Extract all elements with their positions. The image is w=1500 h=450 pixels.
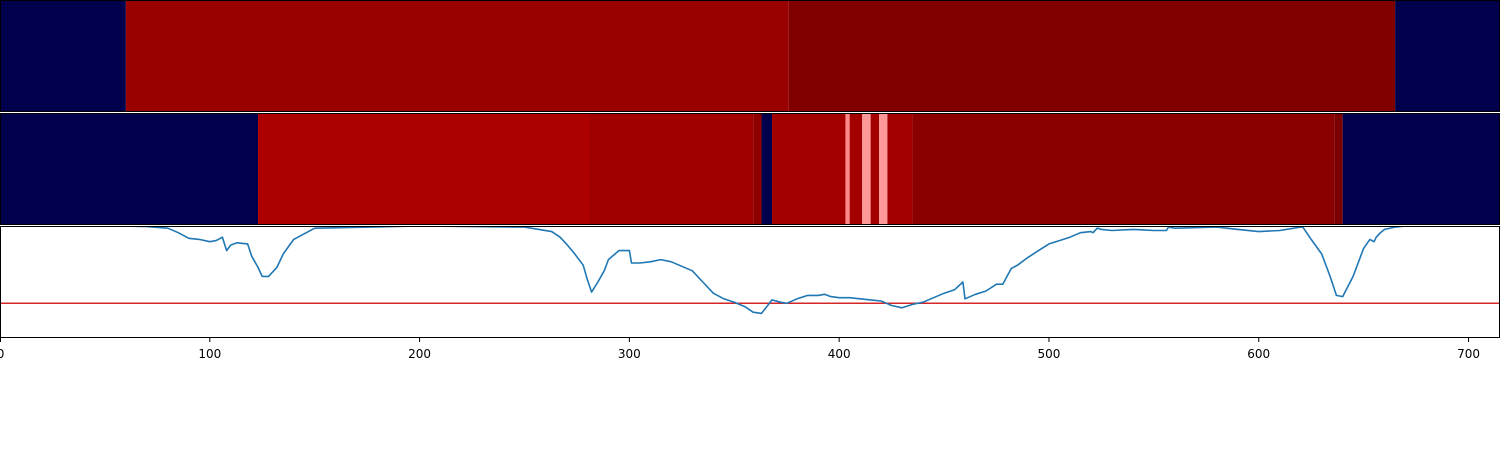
heatmap-segment-1-1 bbox=[126, 0, 789, 112]
heatmap-segment-2-7 bbox=[850, 113, 863, 225]
x-tick-label: 100 bbox=[198, 347, 221, 361]
heatmap-segment-1-3 bbox=[1395, 0, 1500, 112]
line-panel-frame bbox=[1, 227, 1500, 338]
heatmap-segment-2-1 bbox=[258, 113, 589, 225]
x-tick-label: 400 bbox=[828, 347, 851, 361]
heatmap-segment-2-5 bbox=[772, 113, 845, 225]
series-line-0 bbox=[0, 226, 1500, 313]
heatmap-segment-2-9 bbox=[871, 113, 879, 225]
line-panel bbox=[0, 226, 1500, 338]
heatmap-segment-2-11 bbox=[887, 113, 912, 225]
heatmap-segment-2-3 bbox=[753, 113, 761, 225]
heatmap-segment-2-8 bbox=[862, 113, 870, 225]
heatmap-segment-2-10 bbox=[879, 113, 887, 225]
x-tick-label: 600 bbox=[1247, 347, 1270, 361]
x-axis: 0 100 200 300 400 500 600 700 bbox=[0, 338, 1480, 361]
heatmap-panel-top bbox=[0, 0, 1500, 112]
x-tick-label: 300 bbox=[618, 347, 641, 361]
x-tick-label: 500 bbox=[1037, 347, 1060, 361]
x-tick-label: 700 bbox=[1457, 347, 1480, 361]
x-tick-label: 200 bbox=[408, 347, 431, 361]
heatmap-segment-2-2 bbox=[590, 113, 754, 225]
heatmap-segment-2-12 bbox=[913, 113, 1335, 225]
heatmap-segment-2-6 bbox=[845, 113, 849, 225]
x-tick-label: 0 bbox=[0, 347, 4, 361]
heatmap-segment-2-14 bbox=[1343, 113, 1500, 225]
heatmap-segment-2-4 bbox=[762, 113, 772, 225]
heatmap-segment-1-2 bbox=[789, 0, 1395, 112]
heatmap-segment-2-13 bbox=[1334, 113, 1342, 225]
heatmap-segment-1-0 bbox=[0, 0, 126, 112]
heatmap-panel-middle bbox=[0, 113, 1500, 225]
heatmap-segment-2-0 bbox=[0, 113, 258, 225]
